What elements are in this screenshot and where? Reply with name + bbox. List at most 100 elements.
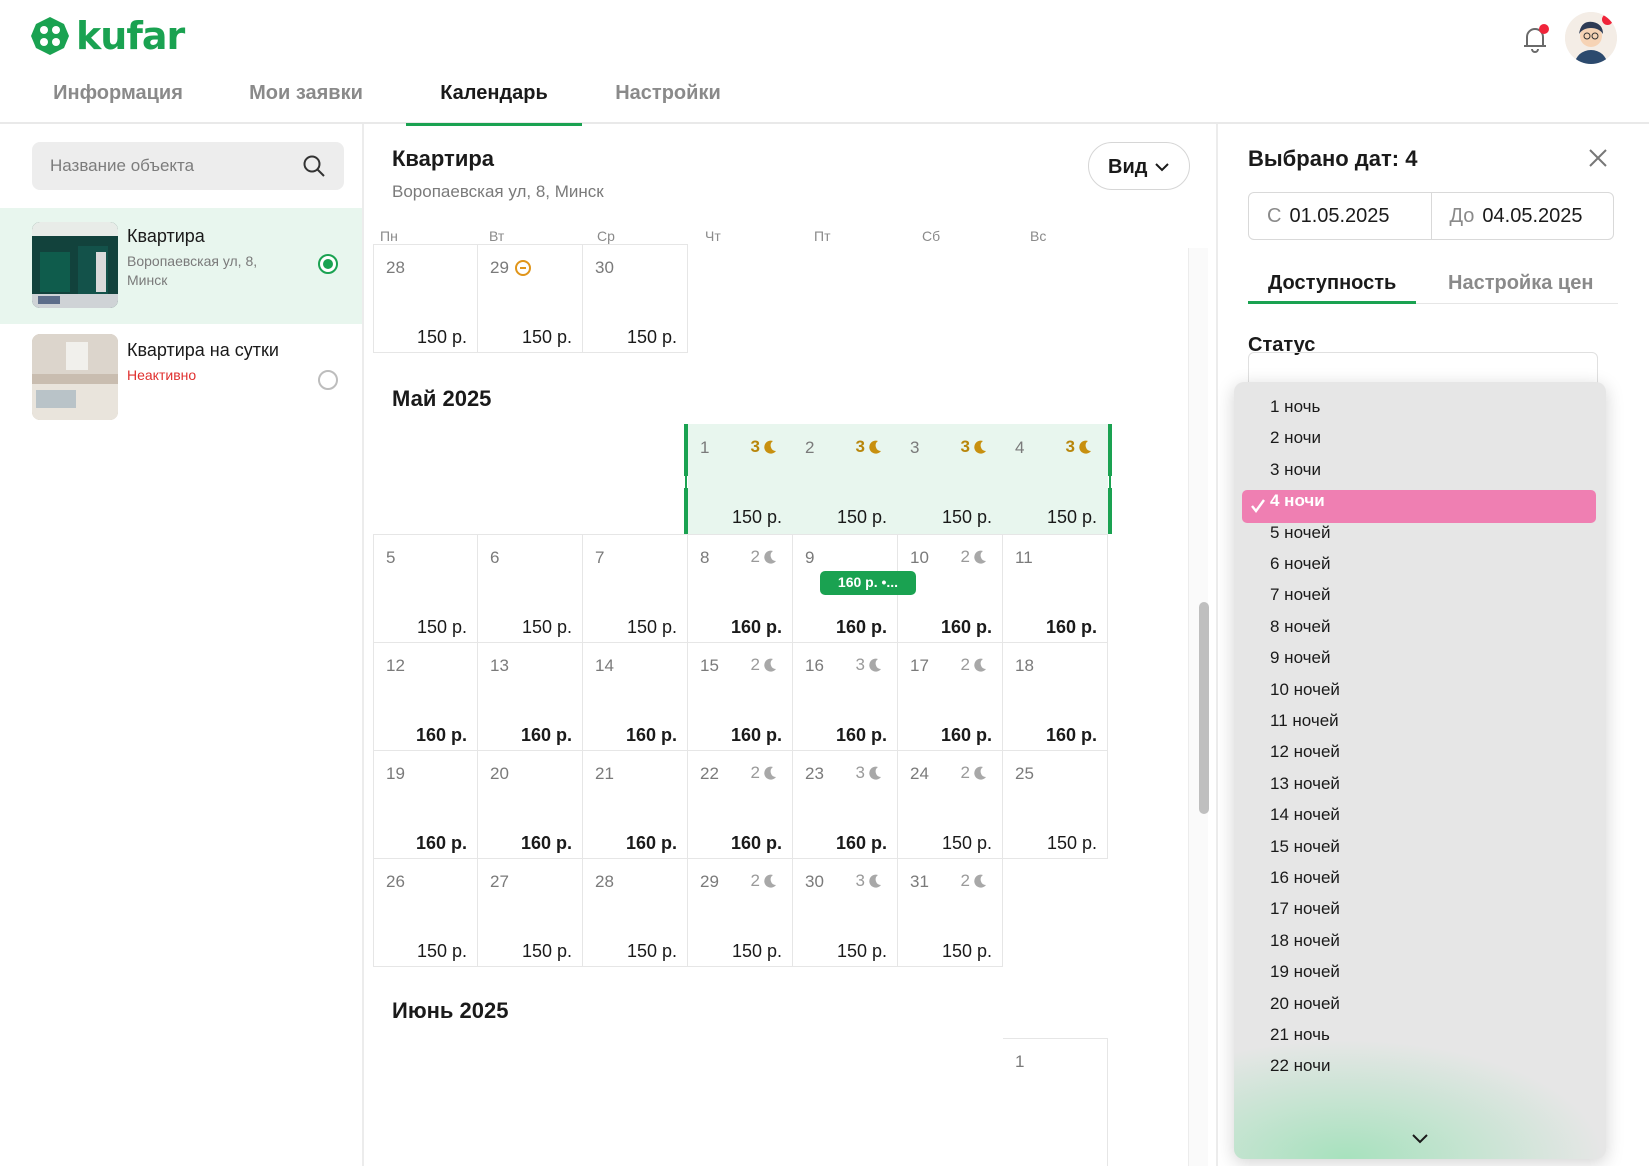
dropdown-option[interactable]: 4 ночи xyxy=(1270,491,1325,511)
dropdown-option[interactable]: 10 ночей xyxy=(1270,679,1340,699)
selected-range[interactable] xyxy=(684,424,1112,534)
calendar-day-cell[interactable]: 6 150 р. xyxy=(478,534,583,643)
calendar-scrollbar[interactable] xyxy=(1188,248,1208,1166)
search-icon[interactable] xyxy=(302,154,326,178)
calendar-day-cell[interactable]: 1 xyxy=(1003,1038,1108,1166)
dropdown-option[interactable]: 6 ночей xyxy=(1270,554,1331,573)
calendar-day-cell[interactable]: 11 160 р. xyxy=(1003,534,1108,643)
object-search-input[interactable]: Название объекта xyxy=(32,142,344,190)
dropdown-option[interactable]: 3 ночи xyxy=(1270,459,1321,479)
dropdown-option[interactable]: 12 ночей xyxy=(1270,742,1340,762)
calendar-day-cell[interactable]: 15 2 160 р. xyxy=(688,642,793,751)
dropdown-option[interactable]: 15 ночей xyxy=(1270,836,1340,856)
calendar-day-cell[interactable]: 16 3 160 р. xyxy=(793,642,898,751)
dropdown-option[interactable]: 2 ночи xyxy=(1270,428,1321,448)
date-to-field[interactable]: До 04.05.2025 xyxy=(1432,193,1614,239)
top-header: kufar Информация Мои заявки Календарь На… xyxy=(0,0,1649,126)
day-number: 5 xyxy=(386,548,396,567)
calendar-day-cell[interactable]: 24 2 150 р. xyxy=(898,750,1003,859)
calendar-day-cell[interactable]: 30 150 р. xyxy=(583,244,688,353)
dropdown-option[interactable]: 18 ночей xyxy=(1270,930,1340,950)
min-nights: 3 xyxy=(751,437,778,457)
avatar[interactable] xyxy=(1565,12,1617,64)
calendar-day-cell[interactable]: 29 150 р. xyxy=(478,244,583,353)
calendar-day-cell[interactable]: 23 3 160 р. xyxy=(793,750,898,859)
calendar-day-cell[interactable]: 25 150 р. xyxy=(1003,750,1108,859)
calendar-day-cell[interactable]: 2 3 150 р. xyxy=(793,424,898,533)
view-label: Вид xyxy=(1108,156,1148,178)
calendar-day-cell[interactable]: 1 3 150 р. xyxy=(688,424,793,533)
calendar-day-cell[interactable]: 13 160 р. xyxy=(478,642,583,751)
dropdown-option[interactable]: 11 ночей xyxy=(1270,711,1339,730)
calendar-scroll-thumb[interactable] xyxy=(1199,602,1209,814)
calendar-day-cell[interactable]: 31 2 150 р. xyxy=(898,858,1003,967)
object-item-selected[interactable]: Квартира Воропаевская ул, 8, Минск xyxy=(0,208,362,324)
dropdown-option[interactable]: 19 ночей xyxy=(1270,962,1340,982)
calendar-day-cell[interactable]: 8 2 160 р. xyxy=(688,534,793,643)
tab-price-settings[interactable]: Настройка цен xyxy=(1448,272,1594,294)
dropdown-option[interactable]: 5 ночей xyxy=(1270,522,1331,542)
calendar-day-cell[interactable]: 21 160 р. xyxy=(583,750,688,859)
calendar-day-cell[interactable]: 22 2 160 р. xyxy=(688,750,793,859)
calendar-day-cell[interactable]: 19 160 р. xyxy=(373,750,478,859)
kufar-logo[interactable]: kufar xyxy=(30,14,185,58)
object-radio[interactable] xyxy=(318,370,338,390)
day-number: 27 xyxy=(490,872,509,891)
moon-icon xyxy=(764,550,776,564)
tab-info[interactable]: Информация xyxy=(53,82,183,104)
object-item[interactable]: Квартира на сутки Неактивно xyxy=(0,324,362,440)
dropdown-option[interactable]: 22 ночи xyxy=(1270,1056,1331,1076)
tab-my-requests[interactable]: Мои заявки xyxy=(249,82,363,104)
close-icon[interactable] xyxy=(1588,148,1608,168)
dropdown-option[interactable]: 17 ночей xyxy=(1270,899,1340,919)
chevron-down-icon[interactable] xyxy=(1412,1134,1428,1144)
calendar-day-cell[interactable]: 17 2 160 р. xyxy=(898,642,1003,751)
calendar-day-cell[interactable]: 30 3 150 р. xyxy=(793,858,898,967)
min-nights: 2 xyxy=(961,655,988,675)
calendar-day-cell[interactable]: 26 150 р. xyxy=(373,858,478,967)
date-from-field[interactable]: С 01.05.2025 xyxy=(1249,193,1432,239)
dropdown-option[interactable]: 21 ночь xyxy=(1270,1025,1330,1044)
calendar-day-cell[interactable]: 28 150 р. xyxy=(373,244,478,353)
calendar-day-cell[interactable]: 20 160 р. xyxy=(478,750,583,859)
dropdown-option[interactable]: 14 ночей xyxy=(1270,805,1340,825)
dropdown-option[interactable]: 16 ночей xyxy=(1270,868,1340,887)
calendar-day-cell[interactable]: 5 150 р. xyxy=(373,534,478,643)
moon-icon xyxy=(869,658,881,672)
price-rule-tag[interactable]: 160 р. •... xyxy=(820,571,916,595)
calendar-day-cell[interactable]: 28 150 р. xyxy=(583,858,688,967)
bell-icon[interactable] xyxy=(1518,22,1552,56)
calendar-day-cell[interactable]: 27 150 р. xyxy=(478,858,583,967)
tab-calendar[interactable]: Календарь xyxy=(406,72,582,126)
calendar-day-cell[interactable]: 14 160 р. xyxy=(583,642,688,751)
object-radio-selected[interactable] xyxy=(318,254,338,274)
calendar-day-cell[interactable]: 12 160 р. xyxy=(373,642,478,751)
calendar-day-cell[interactable]: 4 3 150 р. xyxy=(1003,424,1108,533)
calendar-day-cell[interactable]: 3 3 150 р. xyxy=(898,424,1003,533)
calendar-day-cell[interactable]: 10 2 160 р. xyxy=(898,534,1003,643)
min-nights: 3 xyxy=(1066,437,1093,457)
day-number: 26 xyxy=(386,872,405,891)
calendar-day-cell[interactable]: 7 150 р. xyxy=(583,534,688,643)
dropdown-option[interactable]: 7 ночей xyxy=(1270,585,1331,605)
calendar-day-cell[interactable]: 29 2 150 р. xyxy=(688,858,793,967)
calendar-day-cell[interactable]: 9 160 р. 160 р. •... xyxy=(793,534,916,643)
range-handle[interactable] xyxy=(1108,476,1112,488)
dropdown-option[interactable]: 13 ночей xyxy=(1270,773,1340,793)
dropdown-option[interactable]: 9 ночей xyxy=(1270,648,1331,668)
tab-settings[interactable]: Настройки xyxy=(615,82,721,104)
day-price: 150 р. xyxy=(836,941,887,961)
day-price: 150 р. xyxy=(416,941,467,961)
min-nights-value: 2 xyxy=(960,763,970,782)
tab-availability[interactable]: Доступность xyxy=(1268,272,1397,294)
day-price: 150 р. xyxy=(941,833,992,853)
calendar-day-cell[interactable]: 18 160 р. xyxy=(1003,642,1108,751)
range-handle[interactable] xyxy=(684,476,688,488)
view-dropdown-button[interactable]: Вид xyxy=(1088,142,1190,190)
dropdown-option[interactable]: 1 ночь xyxy=(1270,397,1321,416)
moon-icon xyxy=(869,874,881,888)
dropdown-option[interactable]: 8 ночей xyxy=(1270,616,1331,636)
day-price: 160 р. xyxy=(520,833,572,853)
dropdown-option[interactable]: 20 ночей xyxy=(1270,993,1340,1013)
moon-icon xyxy=(869,440,881,454)
